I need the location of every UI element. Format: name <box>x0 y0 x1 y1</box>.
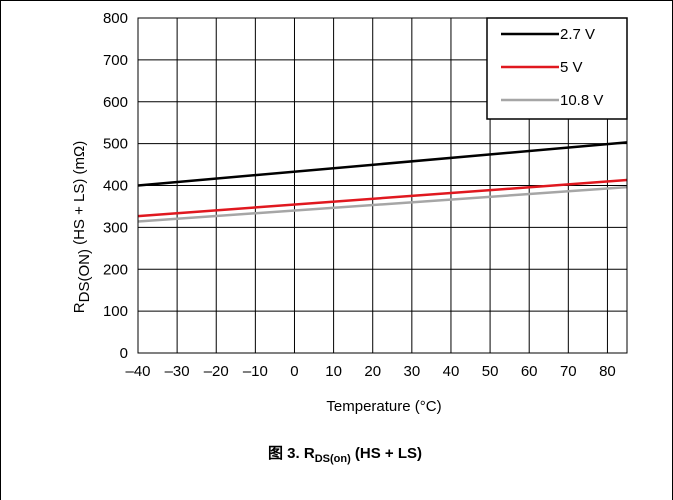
y-tick-label: 600 <box>103 94 128 111</box>
y-tick-label: 0 <box>120 345 128 362</box>
x-axis-label: Temperature (°C) <box>326 398 441 415</box>
y-tick-label: 500 <box>103 136 128 153</box>
plot-area <box>137 17 628 354</box>
y-tick-label: 200 <box>103 261 128 278</box>
y-tick-label: 300 <box>103 219 128 236</box>
legend-entry: 10.8 V <box>560 92 603 109</box>
legend-entry: 2.7 V <box>560 26 595 43</box>
y-axis-label-sub: DS(ON) <box>76 249 93 302</box>
x-tick-label: 80 <box>599 363 616 380</box>
caption-sub: DS(on) <box>315 453 351 465</box>
series-line-2 <box>137 185 628 223</box>
y-tick-labels: 0 100 200 300 400 500 600 700 800 <box>103 10 128 362</box>
legend-entry: 5 V <box>560 59 583 76</box>
x-tick-label: –30 <box>165 363 190 380</box>
x-tick-label: –40 <box>125 363 150 380</box>
y-tick-label: 700 <box>103 52 128 69</box>
y-tick-label: 100 <box>103 303 128 320</box>
x-tick-label: –20 <box>204 363 229 380</box>
y-tick-label: 800 <box>103 10 128 27</box>
x-tick-labels: –40 –30 –20 –10 0 10 20 30 40 50 60 70 80 <box>125 363 615 380</box>
x-tick-label: 40 <box>443 363 460 380</box>
caption-suffix: (HS + LS) <box>351 445 422 462</box>
y-tick-label: 400 <box>103 178 128 195</box>
y-axis-label-main: R <box>71 302 88 313</box>
series-line-0 <box>137 141 628 187</box>
x-tick-label: 0 <box>290 363 298 380</box>
figure-caption: 图 3. RDS(on) (HS + LS) <box>268 445 422 465</box>
x-tick-label: 50 <box>482 363 499 380</box>
caption-prefix: 图 3. R <box>268 445 315 462</box>
x-tick-label: –10 <box>243 363 268 380</box>
series-lines <box>137 141 628 223</box>
x-tick-label: 60 <box>521 363 538 380</box>
y-axis-label: RDS(ON) (HS + LS) (mΩ) <box>71 141 93 313</box>
y-axis-label-rest: (HS + LS) (mΩ) <box>71 141 88 249</box>
series-line-1 <box>137 178 628 218</box>
x-tick-label: 70 <box>560 363 577 380</box>
legend: 2.7 V 5 V 10.8 V <box>486 17 628 120</box>
x-tick-label: 20 <box>364 363 381 380</box>
x-tick-label: 30 <box>403 363 420 380</box>
x-tick-label: 10 <box>325 363 342 380</box>
